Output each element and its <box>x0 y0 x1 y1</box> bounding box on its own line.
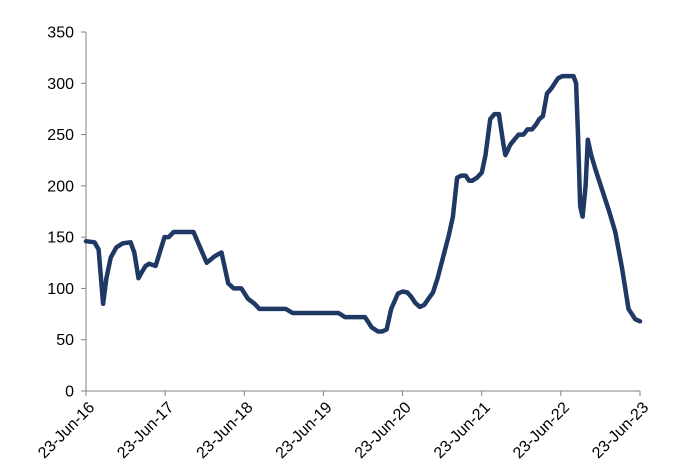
x-axis-ticks: 23-Jun-16 23-Jun-17 23-Jun-18 23-Jun-19 23-J… <box>35 391 652 462</box>
y-tick-label: 100 <box>47 281 74 298</box>
y-tick-label: 250 <box>47 127 74 144</box>
y-tick-label: 0 <box>65 384 74 401</box>
x-tick-label: 23-Jun-16 <box>35 399 98 462</box>
x-tick-label: 23-Jun-18 <box>194 399 257 462</box>
series-layer <box>83 73 643 334</box>
y-tick-label: 200 <box>47 178 74 195</box>
y-tick-label: 350 <box>47 25 74 42</box>
y-tick-label: 150 <box>47 230 74 247</box>
y-axis-ticks: 0 50 100 150 200 250 300 350 <box>47 25 86 401</box>
x-tick-label: 23-Jun-22 <box>510 399 573 462</box>
y-tick-label: 300 <box>47 76 74 93</box>
y-tick-label: 50 <box>56 332 74 349</box>
x-tick-label: 23-Jun-21 <box>431 399 494 462</box>
x-tick-label: 23-Jun-20 <box>352 399 415 462</box>
x-tick-label: 23-Jun-17 <box>114 399 177 462</box>
series-line-0 <box>83 73 643 334</box>
axes <box>85 32 640 392</box>
x-tick-label: 23-Jun-19 <box>273 399 336 462</box>
x-tick-label: 23-Jun-23 <box>589 399 652 462</box>
